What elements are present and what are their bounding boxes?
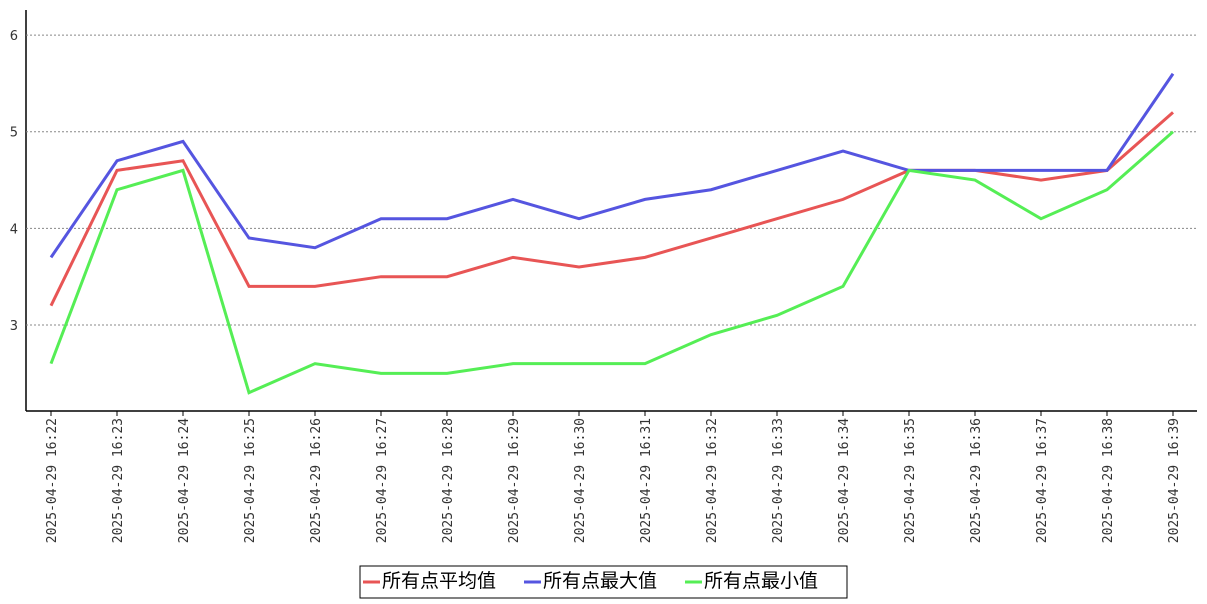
series-line: [49, 72, 1175, 259]
y-tick-label: 5: [10, 126, 18, 141]
y-tick-label: 6: [10, 29, 18, 44]
x-tick-label: 2025-04-29 16:35: [903, 418, 918, 543]
x-tick-label: 2025-04-29 16:27: [375, 418, 390, 543]
x-tick-label: 2025-04-29 16:28: [441, 418, 456, 543]
x-tick-label: 2025-04-29 16:36: [969, 418, 984, 543]
x-tick-label: 2025-04-29 16:26: [309, 418, 324, 543]
series-line: [49, 111, 1174, 307]
x-tick-label: 2025-04-29 16:29: [507, 418, 522, 543]
x-tick-label: 2025-04-29 16:34: [837, 418, 852, 543]
x-tick-label: 2025-04-29 16:37: [1035, 418, 1050, 543]
x-tick-label: 2025-04-29 16:31: [639, 418, 654, 543]
x-tick-label: 2025-04-29 16:33: [771, 418, 786, 543]
x-tick-label: 2025-04-29 16:30: [573, 418, 588, 543]
legend-label: 所有点最大值: [543, 570, 657, 592]
legend-box: [359, 565, 848, 599]
x-tick-label: 2025-04-29 16:23: [111, 418, 126, 543]
legend-label: 所有点最小值: [704, 570, 818, 592]
y-tick-label: 4: [10, 222, 18, 237]
legend-label: 所有点平均值: [382, 570, 496, 592]
x-tick-label: 2025-04-29 16:32: [705, 418, 720, 543]
x-tick-label: 2025-04-29 16:24: [177, 418, 192, 543]
x-tick-label: 2025-04-29 16:22: [45, 418, 60, 543]
series-line: [49, 130, 1174, 395]
x-tick-label: 2025-04-29 16:38: [1101, 418, 1116, 543]
y-tick-label: 3: [10, 319, 18, 334]
x-tick-label: 2025-04-29 16:39: [1167, 418, 1182, 543]
x-tick-label: 2025-04-29 16:25: [243, 418, 258, 543]
